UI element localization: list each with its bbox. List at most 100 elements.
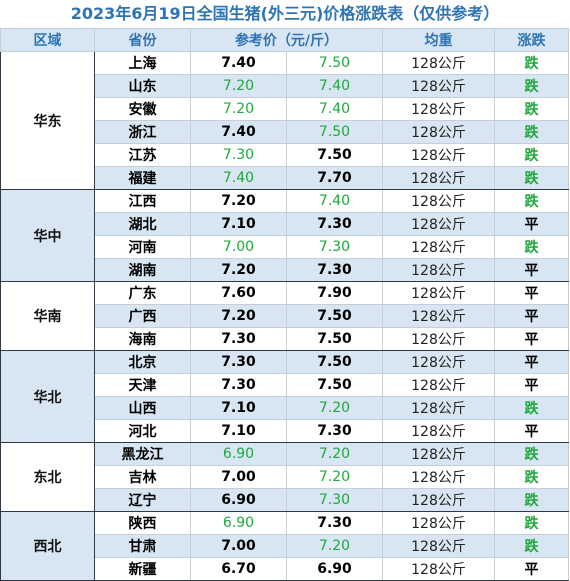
- province-cell: 江苏: [94, 143, 191, 167]
- price-table: 区域 省份 参考价（元/斤） 均重 涨跌 华东 上海 7.40 7.50 128公斤跌山…: [0, 28, 569, 581]
- weight-cell: 128公斤: [382, 51, 495, 75]
- table-row: 华南 广东 7.60 7.90 128公斤平: [0, 281, 569, 351]
- province-cell: 广东: [94, 281, 191, 305]
- price-prev-cell: 7.60: [190, 281, 287, 305]
- trend-cell: 平: [494, 212, 569, 236]
- province-cell: 安徽: [94, 97, 191, 121]
- weight-cell: 128公斤: [382, 120, 495, 144]
- trend-cell: 平: [494, 557, 569, 581]
- table-row: 西北 陕西 6.90 7.30 128公斤跌: [0, 511, 569, 581]
- region-cell: 华中: [0, 189, 95, 282]
- price-prev-cell: 7.30: [190, 143, 287, 167]
- province-cell: 吉林: [94, 465, 191, 489]
- table-row: 山西 7.10 7.20 128公斤跌: [1, 396, 569, 420]
- province-cell: 河南: [94, 235, 191, 259]
- province-cell: 北京: [94, 350, 191, 374]
- weight-cell: 128公斤: [382, 557, 495, 581]
- price-now-cell: 7.50: [286, 373, 383, 397]
- province-cell: 黑龙江: [94, 442, 191, 466]
- table-row: 华中 江西 7.20 7.40 128公斤跌: [0, 189, 569, 282]
- price-table-body: 区域 省份 参考价（元/斤） 均重 涨跌 华东 上海 7.40 7.50 128公斤跌山…: [0, 28, 569, 581]
- weight-cell: 128公斤: [382, 304, 495, 328]
- weight-cell: 128公斤: [382, 465, 495, 489]
- weight-cell: 128公斤: [382, 442, 495, 466]
- price-prev-cell: 7.20: [190, 189, 287, 213]
- weight-cell: 128公斤: [382, 350, 495, 374]
- price-now-cell: 7.90: [286, 281, 383, 305]
- price-now-cell: 7.30: [286, 488, 383, 512]
- province-cell: 陕西: [94, 511, 191, 535]
- weight-cell: 128公斤: [382, 97, 495, 121]
- price-now-cell: 7.20: [286, 396, 383, 420]
- table-row: 福建 7.40 7.70 128公斤跌: [1, 166, 569, 190]
- price-prev-cell: 6.90: [190, 442, 287, 466]
- price-prev-cell: 7.20: [190, 74, 287, 98]
- trend-cell: 跌: [494, 74, 569, 98]
- province-cell: 天津: [94, 373, 191, 397]
- table-row: 天津 7.30 7.50 128公斤平: [1, 373, 569, 397]
- price-prev-cell: 7.30: [190, 373, 287, 397]
- province-cell: 广西: [94, 304, 191, 328]
- price-now-cell: 6.90: [286, 557, 383, 581]
- trend-cell: 跌: [494, 511, 569, 535]
- weight-cell: 128公斤: [382, 488, 495, 512]
- trend-cell: 跌: [494, 488, 569, 512]
- trend-cell: 平: [494, 350, 569, 374]
- price-now-cell: 7.20: [286, 534, 383, 558]
- price-now-cell: 7.50: [286, 304, 383, 328]
- province-cell: 湖北: [94, 212, 191, 236]
- price-prev-cell: 7.00: [190, 534, 287, 558]
- price-prev-cell: 7.40: [190, 120, 287, 144]
- weight-cell: 128公斤: [382, 534, 495, 558]
- price-now-cell: 7.30: [286, 212, 383, 236]
- header-province: 省份: [94, 28, 191, 52]
- table-row: 海南 7.30 7.50 128公斤平: [1, 327, 569, 351]
- trend-cell: 跌: [494, 189, 569, 213]
- price-now-cell: 7.30: [286, 258, 383, 282]
- price-now-cell: 7.50: [286, 51, 383, 75]
- price-now-cell: 7.20: [286, 442, 383, 466]
- trend-cell: 跌: [494, 396, 569, 420]
- region-cell: 华南: [0, 281, 95, 351]
- table-row: 新疆 6.70 6.90 128公斤平: [1, 557, 569, 581]
- trend-cell: 平: [494, 304, 569, 328]
- table-row: 华北 北京 7.30 7.50 128公斤平: [0, 350, 569, 443]
- price-now-cell: 7.50: [286, 350, 383, 374]
- header-price: 参考价（元/斤）: [190, 28, 383, 52]
- trend-cell: 跌: [494, 166, 569, 190]
- price-now-cell: 7.40: [286, 97, 383, 121]
- region-cell: 东北: [0, 442, 95, 512]
- price-prev-cell: 7.40: [190, 166, 287, 190]
- table-row: 山东 7.20 7.40 128公斤跌: [1, 74, 569, 98]
- weight-cell: 128公斤: [382, 189, 495, 213]
- weight-cell: 128公斤: [382, 258, 495, 282]
- trend-cell: 跌: [494, 143, 569, 167]
- price-prev-cell: 7.00: [190, 465, 287, 489]
- trend-cell: 平: [494, 327, 569, 351]
- province-cell: 上海: [94, 51, 191, 75]
- weight-cell: 128公斤: [382, 212, 495, 236]
- price-now-cell: 7.50: [286, 143, 383, 167]
- price-prev-cell: 6.90: [190, 488, 287, 512]
- header-trend: 涨跌: [494, 28, 569, 52]
- trend-cell: 跌: [494, 465, 569, 489]
- trend-cell: 跌: [494, 97, 569, 121]
- region-cell: 西北: [0, 511, 95, 581]
- trend-cell: 跌: [494, 442, 569, 466]
- weight-cell: 128公斤: [382, 143, 495, 167]
- province-cell: 甘肃: [94, 534, 191, 558]
- province-cell: 福建: [94, 166, 191, 190]
- price-prev-cell: 7.30: [190, 350, 287, 374]
- price-now-cell: 7.30: [286, 235, 383, 259]
- price-prev-cell: 7.10: [190, 212, 287, 236]
- table-row: 浙江 7.40 7.50 128公斤跌: [1, 120, 569, 144]
- province-cell: 山东: [94, 74, 191, 98]
- province-cell: 山西: [94, 396, 191, 420]
- region-cell: 华东: [0, 51, 95, 190]
- price-prev-cell: 7.00: [190, 235, 287, 259]
- weight-cell: 128公斤: [382, 235, 495, 259]
- province-cell: 河北: [94, 419, 191, 443]
- table-row: 甘肃 7.00 7.20 128公斤跌: [1, 534, 569, 558]
- trend-cell: 跌: [494, 534, 569, 558]
- province-cell: 江西: [94, 189, 191, 213]
